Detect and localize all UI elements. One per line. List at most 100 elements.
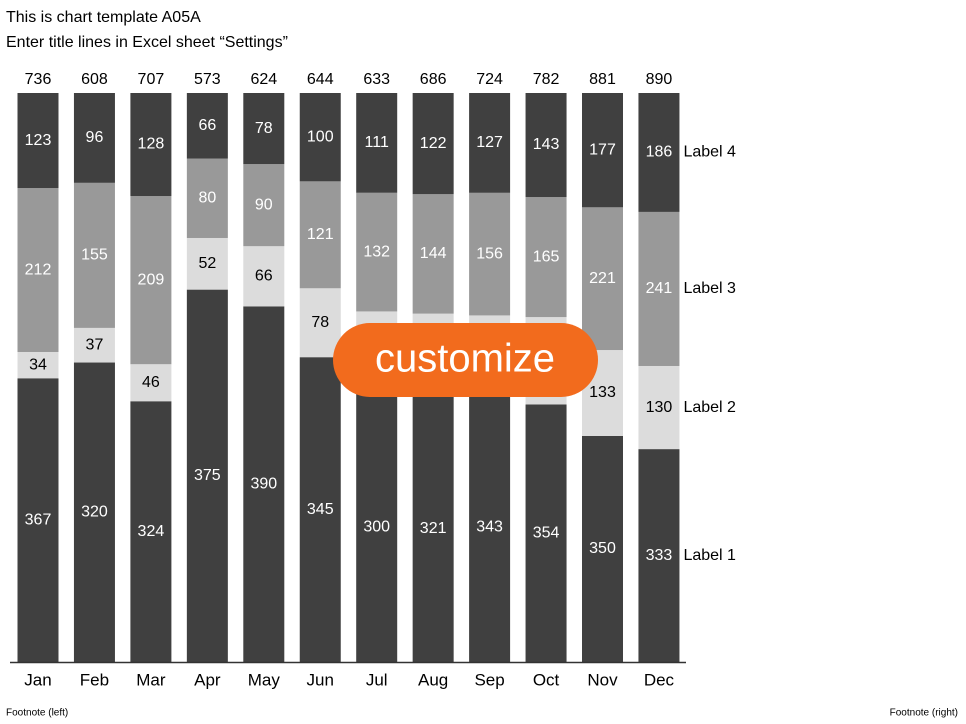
total-label: 633 [363,71,390,88]
button-label[interactable]: customize [375,337,555,381]
x-tick-label: Sep [474,670,504,689]
value-label: 186 [646,144,673,161]
legend-label: Label 3 [683,280,736,297]
bar-segment [186,158,228,238]
value-label: 66 [255,268,273,285]
value-label: 390 [250,475,277,492]
bar-segment [469,392,511,662]
bar-segment [356,192,398,312]
bar-segment [525,93,567,198]
bar-segment [73,362,115,662]
bar-segment [582,93,623,208]
value-label: 121 [307,226,334,243]
value-label: 111 [365,134,389,151]
value-label: 155 [81,247,108,264]
value-label: 46 [142,374,160,391]
x-tick-label: Feb [80,670,109,689]
bar-segment [299,181,341,289]
bar-segment [469,93,511,193]
total-label: 573 [194,71,221,88]
value-label: 343 [476,518,503,535]
value-label: 127 [476,134,503,151]
x-tick-label: Jul [366,670,388,689]
legend-label: Label 1 [683,547,736,564]
x-tick-label: Jan [24,670,51,689]
bar-segment [469,192,511,316]
bar-segment [525,404,567,662]
value-label: 354 [533,524,560,541]
x-tick-label: Apr [194,670,221,689]
bar-segment [17,188,59,352]
value-label: 132 [363,243,390,260]
total-label: 724 [476,71,503,88]
bar-segment [299,288,341,358]
x-tick-label: May [248,670,281,689]
bar-segment [186,237,228,290]
value-label: 133 [589,384,616,401]
total-label: 624 [250,71,277,88]
button-bg[interactable] [333,323,598,397]
value-label: 143 [533,136,560,153]
bar-segment [412,194,454,314]
value-label: 96 [86,129,104,146]
bar-segment [130,364,172,402]
value-label: 324 [138,523,165,540]
chart-title: This is chart template A05A [6,9,201,26]
value-label: 333 [646,547,673,564]
value-label: 34 [29,356,47,373]
bar-segment [582,435,623,662]
total-label: 890 [646,71,673,88]
total-label: 736 [25,71,52,88]
bar-segment [299,93,341,182]
bar-segment [243,164,285,247]
total-label: 707 [138,71,165,88]
value-label: 78 [255,120,273,137]
value-label: 212 [25,261,52,278]
bar-segment [412,93,454,195]
value-label: 122 [420,135,447,152]
value-label: 123 [25,132,52,149]
value-label: 144 [420,245,447,262]
value-label: 130 [646,399,673,416]
value-label: 375 [194,467,221,484]
value-label: 128 [138,136,165,153]
chart-subtitle: Enter title lines in Excel sheet “Settin… [6,34,288,51]
value-label: 52 [198,255,216,272]
bar-segment [638,449,680,662]
bar-segment [356,93,398,193]
value-label: 300 [363,518,390,535]
bar-segment [412,395,454,662]
bar-segment [17,351,59,379]
x-tick-label: Jun [307,670,334,689]
bar-segment [17,93,59,189]
bar-segment [243,93,285,165]
bar-segment [130,401,172,662]
value-label: 209 [138,271,165,288]
value-label: 66 [198,117,216,134]
x-tick-label: Oct [533,670,560,689]
total-label: 881 [589,71,616,88]
value-label: 345 [307,501,334,518]
bar-segment [73,182,115,328]
bar-segment [638,365,680,450]
value-label: 350 [589,540,616,557]
bar-segment [582,207,623,351]
bar-segment [73,93,115,183]
legend-label: Label 2 [683,399,736,416]
bar-segment [130,196,172,365]
bar-segment [186,93,228,159]
value-label: 321 [420,520,447,537]
x-tick-label: Dec [644,670,675,689]
total-label: 644 [307,71,334,88]
bar-segment [299,357,341,662]
value-label: 320 [81,503,108,520]
x-tick-label: Nov [587,670,618,689]
x-tick-label: Mar [136,670,166,689]
bar-segment [356,392,398,662]
bar-segment [638,93,680,212]
customize-button[interactable]: customize [333,323,598,397]
bar-segment [243,306,285,662]
value-label: 221 [589,270,616,287]
value-label: 156 [476,245,503,262]
